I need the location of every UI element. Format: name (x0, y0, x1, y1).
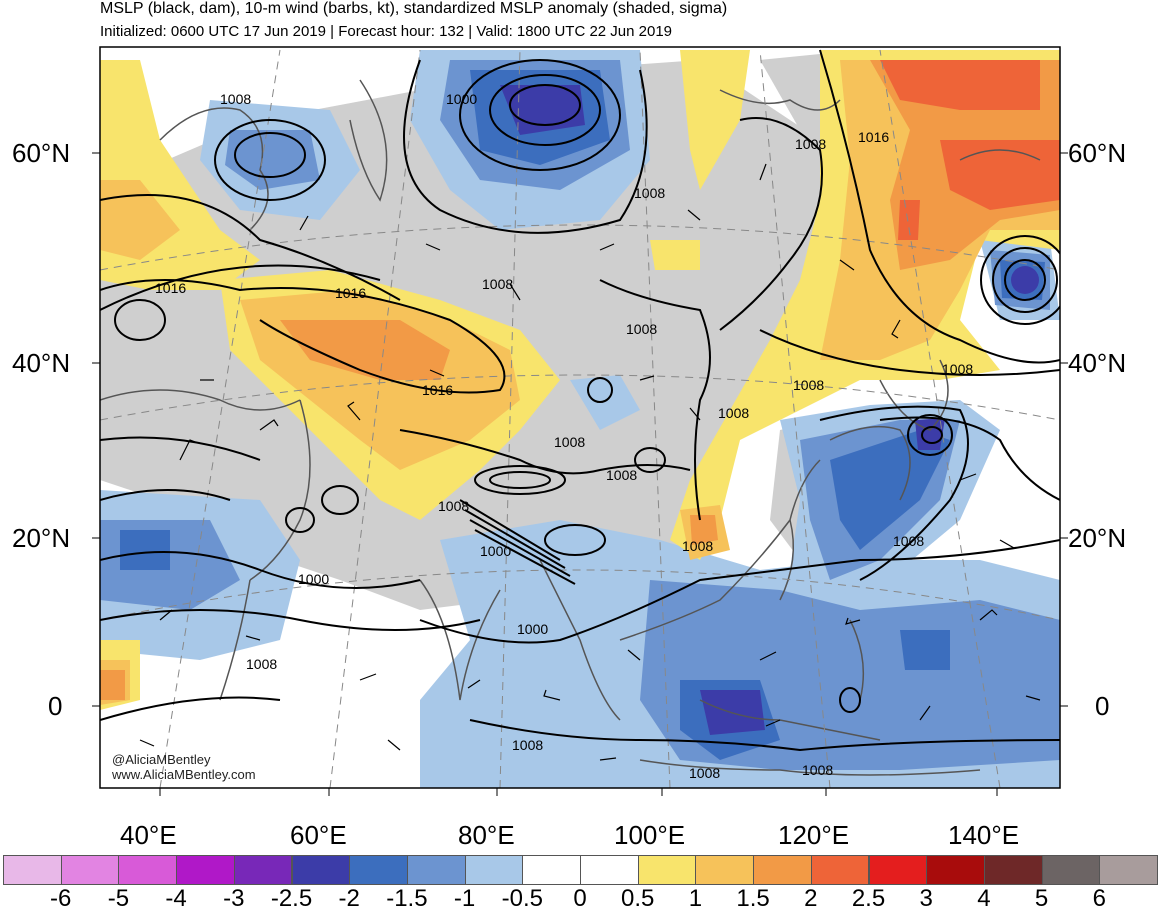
isobar-label: 1016 (335, 285, 366, 301)
isobar-label: 1008 (246, 656, 277, 672)
colorbar-cell (3, 855, 62, 885)
isobar-label: 1008 (689, 765, 720, 781)
credit-website: www.AliciaMBentley.com (112, 767, 256, 782)
colorbar-cell (60, 855, 120, 885)
lat-label-20n-right: 20°N (1068, 523, 1127, 553)
isobar-label: 1008 (893, 533, 924, 549)
colorbar-tick-label: 0 (573, 885, 587, 912)
colorbar-tick-label: 3 (919, 885, 933, 912)
colorbar-cell (118, 855, 178, 885)
isobar-label: 1008 (802, 762, 833, 778)
lat-label-40n: 40°N (12, 348, 71, 378)
colorbar-cell (176, 855, 235, 885)
colorbar-tick-label: 0.5 (621, 885, 655, 912)
colorbar-tick-label: -6 (50, 885, 72, 912)
isobar-labels: 1008 1000 1008 1016 1008 1016 1008 1016 … (155, 91, 973, 781)
colorbar-tick-label: -4 (165, 885, 187, 912)
colorbar-tick-label: 2 (804, 885, 818, 912)
isobar-label: 1008 (682, 538, 713, 554)
colorbar-tick-label: 4 (977, 885, 991, 912)
colorbar-tick-label: -2 (338, 885, 360, 912)
colorbar-tick-label: -5 (107, 885, 130, 912)
lat-label-0: 0 (48, 691, 63, 721)
isobar-label: 1008 (482, 276, 513, 292)
isobar-label: 1016 (858, 129, 889, 145)
lon-label-120e: 120°E (778, 820, 850, 850)
colorbar-tick-label: 6 (1092, 885, 1106, 912)
colorbar-tick-label: 1 (688, 885, 703, 912)
isobar-label: 1008 (634, 185, 665, 201)
colorbar-cell (695, 855, 755, 885)
isobar-label: 1008 (795, 136, 826, 152)
isobar-label: 1008 (606, 467, 637, 483)
lat-label-60n: 60°N (12, 138, 71, 168)
colorbar-cell (983, 855, 1043, 885)
isobar-label: 1000 (298, 571, 329, 587)
map-subtitle: Initialized: 0600 UTC 17 Jun 2019 | Fore… (100, 23, 673, 40)
isobar-label: 1008 (793, 377, 824, 393)
colorbar-cell (1041, 855, 1101, 885)
isobars (100, 49, 1060, 752)
isobar-label: 1008 (438, 498, 469, 514)
lon-label-140e: 140°E (948, 820, 1020, 850)
isobar-label: 1000 (446, 91, 477, 107)
colorbar-tick-label: 2.5 (851, 885, 886, 912)
map-title: MSLP (black, dam), 10-m wind (barbs, kt)… (100, 0, 728, 17)
lon-label-80e: 80°E (458, 820, 515, 850)
lat-label-40n-right: 40°N (1068, 348, 1127, 378)
colorbar-cell (464, 855, 524, 885)
isobar-label: 1008 (718, 405, 749, 421)
lat-label-0-right: 0 (1095, 691, 1110, 721)
map-frame (99, 46, 1061, 789)
colorbar-tick-label: 5 (1034, 885, 1049, 912)
colorbar-cell (753, 855, 812, 885)
colorbar-cell (1099, 855, 1158, 885)
isobar-label: 1000 (517, 621, 548, 637)
isobar-label: 1008 (512, 737, 543, 753)
isobar-label: 1008 (942, 361, 973, 377)
colorbar-tick-label: -2.5 (270, 885, 313, 912)
lon-label-40e: 40°E (120, 820, 177, 850)
colorbar-cell (233, 855, 293, 885)
colorbar-tick-label: -0.5 (501, 885, 543, 912)
isobar-label: 1008 (626, 321, 657, 337)
tick-marks (92, 152, 1068, 796)
colorbar-cell (926, 855, 985, 885)
colorbar-cell (868, 855, 928, 885)
graticule (100, 49, 1060, 788)
lat-label-20n: 20°N (12, 523, 71, 553)
colorbar-tick-label: -3 (223, 885, 245, 912)
colorbar-cell (522, 855, 581, 885)
coastlines (100, 79, 1041, 776)
colorbar-tick-label: -1 (453, 885, 476, 912)
credit-handle: @AliciaMBentley (112, 752, 211, 767)
lon-label-100e: 100°E (614, 820, 686, 850)
colorbar-cell (580, 855, 639, 885)
colorbar-cell (349, 855, 408, 885)
colorbar-tick-label: -1.5 (386, 885, 428, 912)
wind-barbs (139, 163, 1041, 761)
isobar-label: 1016 (422, 382, 453, 398)
lon-label-60e: 60°E (290, 820, 347, 850)
isobar-label: 1008 (220, 91, 251, 107)
colorbar-cell (406, 855, 466, 885)
isobar-label: 1016 (155, 280, 186, 296)
colorbar-cell (810, 855, 870, 885)
colorbar-cell (637, 855, 697, 885)
isobar-label: 1008 (554, 434, 585, 450)
colorbar-cell (291, 855, 351, 885)
lat-label-60n-right: 60°N (1068, 138, 1127, 168)
colorbar (0, 855, 1160, 885)
isobar-label: 1000 (480, 543, 511, 559)
colorbar-tick-label: 1.5 (736, 885, 770, 912)
